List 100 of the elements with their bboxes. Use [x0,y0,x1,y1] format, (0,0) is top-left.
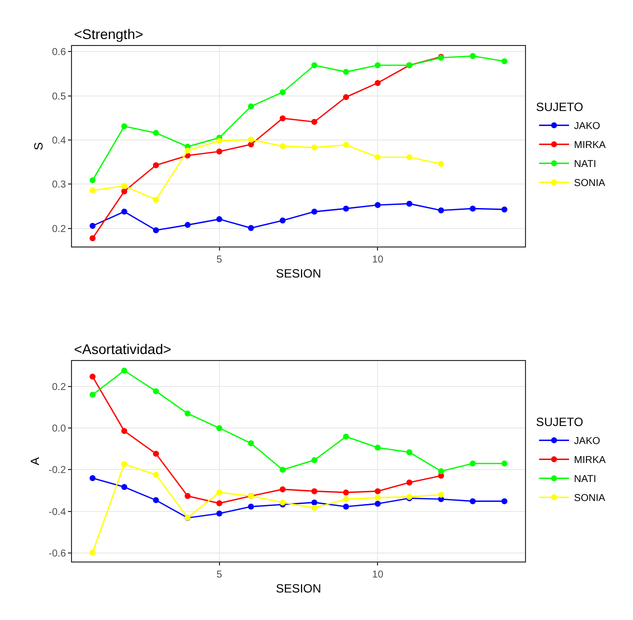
legend-label: SONIA [574,178,606,190]
legend-label: NATI [574,474,596,486]
point [152,497,159,504]
point [152,196,159,203]
point [406,200,412,207]
point [343,206,350,212]
point [406,449,412,456]
y-tick-label: 0.6 [52,47,66,58]
point [438,207,444,214]
point [311,118,318,125]
point [216,148,222,155]
point [406,479,412,486]
point [470,460,476,466]
point [184,222,191,228]
point [501,58,508,64]
legend-label: MIRKA [574,140,606,152]
point [121,461,128,468]
legend-label: MIRKA [574,455,606,466]
point [470,52,476,59]
point [90,187,96,194]
y-tick-label: 0.2 [52,382,66,393]
point [248,440,254,446]
point [248,103,254,110]
point [152,130,159,136]
y-tick-label: 0.5 [52,91,66,102]
chart-title: <Strength> [74,26,144,42]
y-tick-label: 0.3 [52,180,66,191]
point [438,492,444,498]
y-tick-label: 0.0 [52,424,66,435]
point [470,206,476,212]
point [343,489,350,496]
y-tick-label: 0.2 [52,224,66,235]
point [311,457,318,464]
legend-title: SUJETO [536,100,584,114]
point [501,498,508,504]
point [374,488,381,494]
point [152,227,159,234]
point [152,472,159,478]
point [90,374,96,380]
point [438,160,444,167]
point [152,450,159,457]
point [248,225,254,232]
point [280,115,286,122]
point [501,460,508,466]
point [280,218,286,224]
point [311,208,318,215]
point [280,143,286,150]
point [374,62,381,68]
legend-label: SONIA [574,493,606,504]
point [343,142,350,148]
x-tick-label: 10 [372,570,384,581]
legend-title: SUJETO [536,414,584,429]
point [90,177,96,184]
point [90,235,96,242]
point [184,492,191,499]
point [184,148,191,154]
x-axis-title: SESION [276,266,322,281]
chart-title: <Asortatividad> [74,341,172,357]
point [216,216,222,222]
point [374,494,381,501]
point [470,498,476,504]
point [343,504,350,510]
legend-label: JAKO [574,121,600,132]
point [121,368,128,374]
point [280,486,286,492]
point [90,475,96,482]
point [216,510,222,516]
point [90,222,96,229]
point [374,202,381,208]
y-tick-label: -0.2 [48,465,66,476]
point [374,154,381,160]
point [248,136,254,143]
point [501,206,508,212]
legend-label: NATI [574,159,596,170]
point [184,410,191,417]
point [216,425,222,432]
point [121,208,128,215]
point [343,434,350,440]
point [216,489,222,496]
y-axis-title: A [28,457,42,466]
point [280,89,286,96]
point [343,68,350,75]
point [121,428,128,434]
point [121,484,128,490]
point [311,62,318,68]
point [311,504,318,511]
point [121,183,128,190]
point [90,549,96,556]
point [374,80,381,86]
point [121,123,128,130]
point [152,388,159,394]
point [90,392,96,398]
point [248,504,254,510]
point [374,444,381,451]
point [311,499,318,506]
point [438,468,444,474]
x-tick-label: 10 [372,254,384,266]
legend-label: JAKO [574,436,600,448]
y-tick-label: -0.4 [48,506,66,518]
point [216,500,222,506]
